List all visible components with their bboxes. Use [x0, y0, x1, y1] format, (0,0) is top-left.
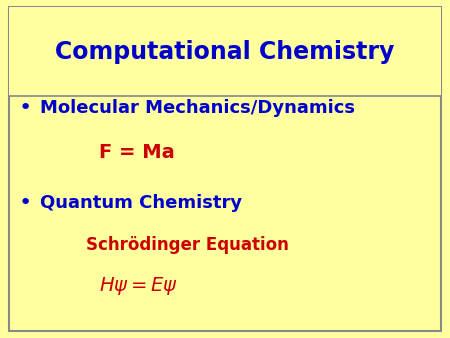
- Text: Schrödinger Equation: Schrödinger Equation: [86, 236, 288, 254]
- Bar: [9, 7, 441, 96]
- Text: F = Ma: F = Ma: [99, 143, 175, 162]
- Text: Molecular Mechanics/Dynamics: Molecular Mechanics/Dynamics: [40, 99, 356, 117]
- Text: •: •: [18, 98, 32, 118]
- Text: $H\psi = E\psi$: $H\psi = E\psi$: [99, 274, 178, 297]
- Text: Quantum Chemistry: Quantum Chemistry: [40, 194, 243, 212]
- Text: Computational Chemistry: Computational Chemistry: [55, 40, 395, 64]
- Text: •: •: [18, 193, 32, 213]
